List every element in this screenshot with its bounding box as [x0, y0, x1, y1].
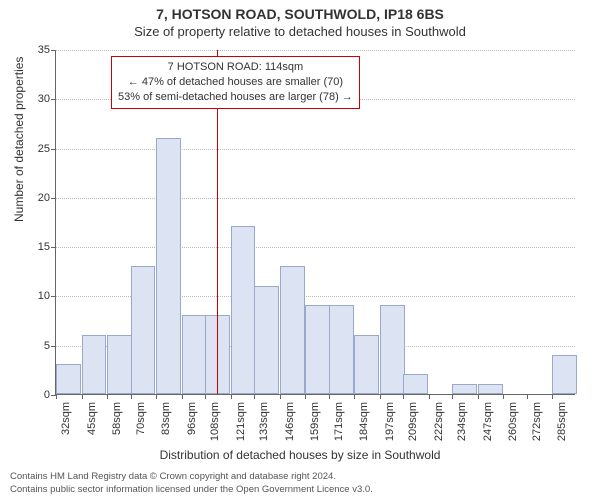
- y-tick-label: 10: [38, 290, 56, 302]
- histogram-bar: [329, 305, 354, 394]
- histogram-bar: [305, 305, 330, 394]
- gridline: [56, 198, 575, 199]
- y-tick-label: 30: [38, 93, 56, 105]
- footer-line: Contains HM Land Registry data © Crown c…: [10, 471, 373, 483]
- x-tick-label: 133sqm: [258, 402, 270, 441]
- chart-area: 0510152025303532sqm45sqm58sqm70sqm83sqm9…: [55, 50, 575, 395]
- y-tick-label: 0: [44, 389, 56, 401]
- histogram-bar: [403, 374, 428, 394]
- histogram-bar: [380, 305, 405, 394]
- y-tick-label: 25: [38, 143, 56, 155]
- gridline: [56, 247, 575, 248]
- x-tick-label: 184sqm: [358, 402, 370, 441]
- x-tick-label: 108sqm: [209, 402, 221, 441]
- histogram-bar: [452, 384, 477, 394]
- x-axis-label: Distribution of detached houses by size …: [0, 448, 600, 462]
- histogram-bar: [231, 226, 256, 394]
- x-tick-label: 70sqm: [135, 402, 147, 435]
- annotation-line: 7 HOTSON ROAD: 114sqm: [118, 60, 353, 75]
- y-axis-label: Number of detached properties: [12, 57, 26, 222]
- x-tick-label: 222sqm: [433, 402, 445, 441]
- x-tick-label: 83sqm: [160, 402, 172, 435]
- x-tick-label: 272sqm: [531, 402, 543, 441]
- x-tick-label: 247sqm: [482, 402, 494, 441]
- x-tick-label: 146sqm: [284, 402, 296, 441]
- x-tick-label: 159sqm: [309, 402, 321, 441]
- x-tick-label: 121sqm: [235, 402, 247, 441]
- gridline: [56, 149, 575, 150]
- x-tick-label: 209sqm: [407, 402, 419, 441]
- annotation-line: ← 47% of detached houses are smaller (70…: [118, 75, 353, 90]
- x-tick-label: 96sqm: [186, 402, 198, 435]
- histogram-bar: [82, 335, 107, 394]
- chart-subtitle: Size of property relative to detached ho…: [0, 22, 600, 39]
- x-tick-label: 32sqm: [60, 402, 72, 435]
- histogram-bar: [280, 266, 305, 394]
- x-tick-label: 171sqm: [333, 402, 345, 441]
- histogram-bar: [478, 384, 503, 394]
- annotation-line: 53% of semi-detached houses are larger (…: [118, 90, 353, 105]
- histogram-bar: [156, 138, 181, 394]
- x-tick-label: 45sqm: [86, 402, 98, 435]
- histogram-bar: [107, 335, 132, 394]
- x-tick-label: 260sqm: [507, 402, 519, 441]
- histogram-bar: [182, 315, 207, 394]
- footer-line: Contains public sector information licen…: [10, 484, 373, 496]
- histogram-bar: [131, 266, 156, 394]
- y-tick-label: 15: [38, 241, 56, 253]
- x-tick-label: 234sqm: [456, 402, 468, 441]
- gridline: [56, 50, 575, 51]
- y-tick-label: 5: [44, 340, 56, 352]
- x-tick-label: 58sqm: [111, 402, 123, 435]
- histogram-bar: [354, 335, 379, 394]
- x-tick-label: 285sqm: [556, 402, 568, 441]
- x-tick-label: 197sqm: [384, 402, 396, 441]
- annotation-box: 7 HOTSON ROAD: 114sqm← 47% of detached h…: [111, 56, 360, 109]
- histogram-bar: [254, 286, 279, 394]
- plot-area: 0510152025303532sqm45sqm58sqm70sqm83sqm9…: [55, 50, 575, 395]
- histogram-bar: [552, 355, 577, 394]
- y-tick-label: 20: [38, 192, 56, 204]
- histogram-bar: [56, 364, 81, 394]
- footer-attribution: Contains HM Land Registry data © Crown c…: [10, 471, 373, 496]
- chart-title: 7, HOTSON ROAD, SOUTHWOLD, IP18 6BS: [0, 0, 600, 22]
- y-tick-label: 35: [38, 44, 56, 56]
